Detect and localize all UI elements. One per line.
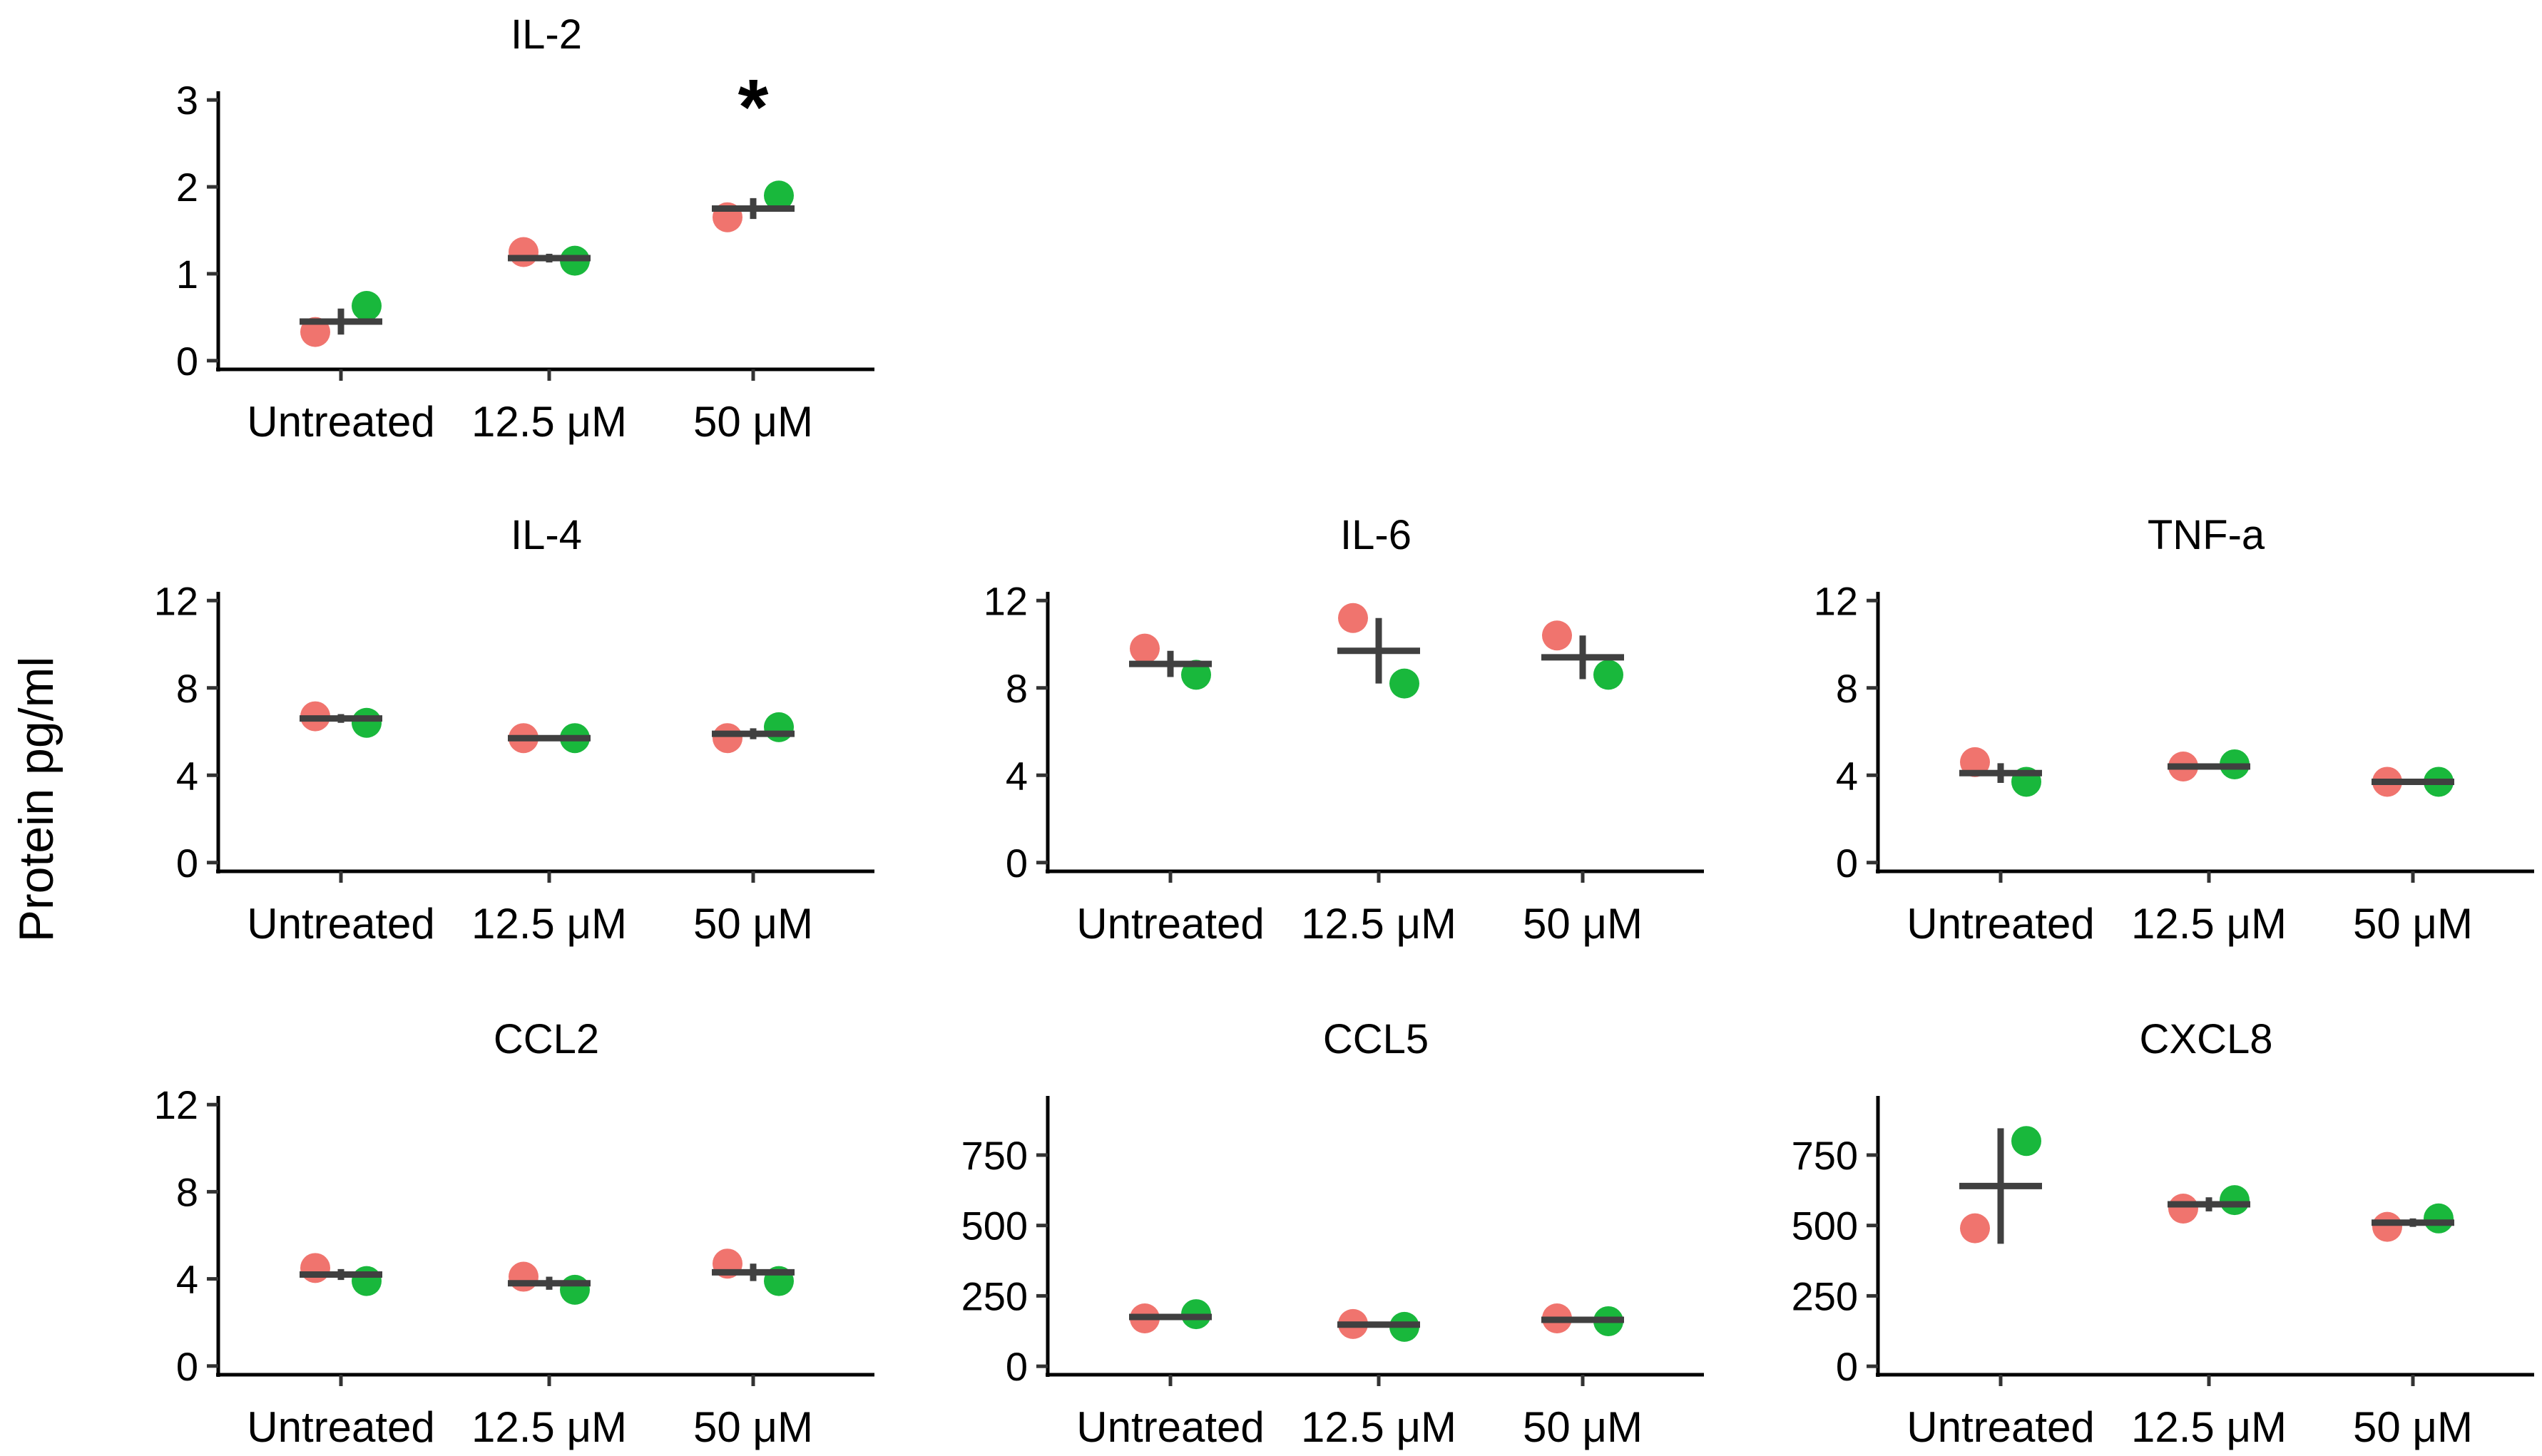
y-tick-label: 8 (176, 666, 198, 711)
data-point-rep1 (2372, 1211, 2402, 1242)
panel-title: CCL5 (1323, 1016, 1429, 1062)
data-point-rep1 (300, 1253, 330, 1283)
y-tick-label: 4 (1006, 753, 1028, 798)
panel-title: CCL2 (494, 1016, 599, 1062)
panel-title: IL-4 (511, 512, 582, 558)
panel-title: IL-2 (511, 11, 582, 58)
y-tick-label: 0 (1836, 841, 1858, 886)
x-tick-label: 12.5 μM (2131, 1403, 2287, 1451)
panel-ccl2: CCL2 0 4 8 12 Untreated 12.5 μM 50 μM (154, 1016, 874, 1451)
x-tick-label: 12.5 μM (471, 398, 627, 446)
data-point-rep1 (1960, 747, 1990, 777)
y-tick-label: 8 (1006, 666, 1028, 711)
panel-title: IL-6 (1340, 512, 1412, 558)
y-tick-label: 0 (176, 841, 198, 886)
y-tick-label: 0 (1006, 841, 1028, 886)
panel-cxcl8: CXCL8 0 250 500 750 Untreated 12.5 μM 50 μM (1792, 1016, 2534, 1451)
y-tick-label: 0 (176, 1344, 198, 1389)
x-tick-label: 50 μM (1523, 1403, 1643, 1451)
y-tick-label: 0 (1006, 1344, 1028, 1389)
y-tick-label: 750 (1792, 1133, 1858, 1178)
y-tick-label: 3 (176, 78, 198, 123)
panel-title: TNF-a (2148, 512, 2265, 558)
y-tick-label: 12 (154, 1082, 198, 1127)
data-point-rep2 (2424, 1203, 2454, 1234)
data-point-rep2 (1593, 660, 1623, 690)
data-point-rep2 (352, 291, 382, 322)
data-point-rep1 (1960, 1213, 1990, 1244)
data-point-rep2 (764, 712, 794, 742)
y-tick-label: 12 (154, 578, 198, 623)
y-tick-label: 4 (176, 1257, 198, 1302)
x-tick-label: 12.5 μM (2131, 900, 2287, 948)
data-point-rep2 (2220, 1185, 2250, 1216)
y-tick-label: 8 (176, 1169, 198, 1214)
data-point-rep1 (509, 237, 538, 267)
x-tick-label: 12.5 μM (471, 900, 627, 948)
y-tick-label: 12 (1814, 578, 1858, 623)
x-tick-label: 50 μM (693, 398, 813, 446)
y-tick-label: 8 (1836, 666, 1858, 711)
data-point-rep2 (764, 180, 794, 211)
y-tick-label: 2 (176, 165, 198, 210)
x-tick-label: Untreated (1076, 900, 1265, 948)
panel-il-6: IL-6 0 4 8 12 Untreated 12.5 μM 50 μM (984, 512, 1704, 948)
x-tick-label: 50 μM (1523, 900, 1643, 948)
data-point-rep2 (2011, 1126, 2041, 1157)
y-tick-label: 500 (961, 1204, 1028, 1249)
x-tick-label: Untreated (247, 1403, 435, 1451)
x-tick-label: 12.5 μM (1301, 1403, 1456, 1451)
x-tick-label: 12.5 μM (471, 1403, 627, 1451)
x-tick-label: Untreated (247, 900, 435, 948)
panel-title: CXCL8 (2140, 1016, 2273, 1062)
y-tick-label: 0 (176, 339, 198, 384)
y-tick-label: 750 (961, 1133, 1028, 1178)
x-tick-label: 50 μM (2353, 900, 2473, 948)
panel-il-4: IL-4 0 4 8 12 Untreated 12.5 μM 50 μM (154, 512, 874, 948)
y-tick-label: 250 (1792, 1273, 1858, 1318)
data-point-rep1 (713, 723, 742, 754)
data-point-rep1 (1130, 633, 1160, 664)
significance-marker: * (738, 63, 769, 151)
panel-il-2: IL-2 0 1 2 3 Untreated 12.5 μM 50 μM * (176, 11, 874, 446)
data-point-rep1 (1338, 603, 1368, 633)
data-point-rep2 (560, 1274, 590, 1305)
y-axis-label: Protein pg/ml (9, 657, 63, 943)
data-point-rep1 (1542, 620, 1572, 651)
x-tick-label: Untreated (1076, 1403, 1265, 1451)
panel-ccl5: CCL5 0 250 500 750 Untreated 12.5 μM 50 μM (961, 1016, 1704, 1451)
x-tick-label: 50 μM (693, 1403, 813, 1451)
data-point-rep2 (352, 1266, 382, 1296)
data-point-rep2 (1389, 668, 1419, 699)
y-tick-label: 250 (961, 1273, 1028, 1318)
data-point-rep1 (2168, 1193, 2198, 1224)
data-point-rep1 (509, 1261, 538, 1292)
y-tick-label: 0 (1836, 1344, 1858, 1389)
y-tick-label: 12 (984, 578, 1028, 623)
data-point-rep2 (352, 707, 382, 738)
x-tick-label: Untreated (1906, 1403, 2095, 1451)
x-tick-label: 50 μM (2353, 1403, 2473, 1451)
x-tick-label: 50 μM (693, 900, 813, 948)
x-tick-label: 12.5 μM (1301, 900, 1456, 948)
y-tick-label: 4 (1836, 753, 1858, 798)
x-tick-label: Untreated (247, 398, 435, 446)
panel-tnf-a: TNF-a 0 4 8 12 Untreated 12.5 μM 50 μM (1814, 512, 2534, 948)
x-tick-label: Untreated (1906, 900, 2095, 948)
data-point-rep2 (1181, 660, 1211, 690)
y-tick-label: 4 (176, 753, 198, 798)
y-tick-label: 1 (176, 252, 198, 297)
y-tick-label: 500 (1792, 1204, 1858, 1249)
